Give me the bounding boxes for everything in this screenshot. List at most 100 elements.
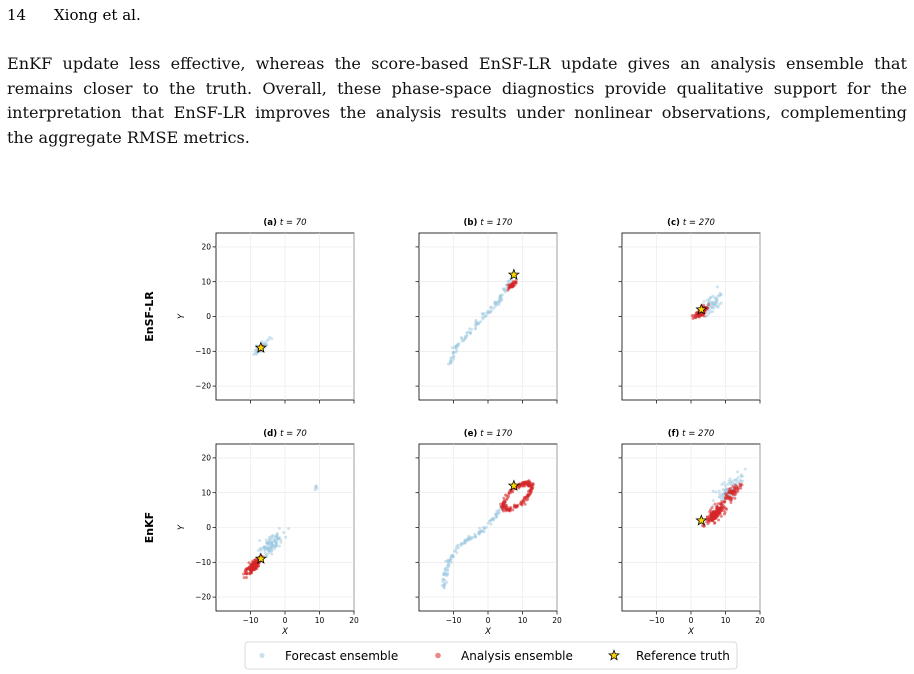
page-number: 14 xyxy=(7,6,27,24)
forecast-point xyxy=(454,350,458,354)
analysis-point xyxy=(521,483,525,487)
x-tick-label: 0 xyxy=(486,616,491,625)
panel-points xyxy=(690,285,723,321)
analysis-point xyxy=(740,483,744,487)
analysis-point xyxy=(243,569,247,573)
x-tick-label: 20 xyxy=(349,616,359,625)
forecast-point xyxy=(452,357,456,361)
forecast-point xyxy=(722,481,726,485)
forecast-point xyxy=(474,324,478,328)
analysis-point xyxy=(729,486,733,490)
x-tick-label: 0 xyxy=(689,616,694,625)
forecast-point xyxy=(740,474,744,478)
forecast-point xyxy=(260,340,264,344)
scatter-panel: −10 0 10 20 (f) t = 270 X xyxy=(618,429,765,637)
x-tick-label: 20 xyxy=(755,616,765,625)
forecast-point xyxy=(714,490,718,494)
forecast-point xyxy=(714,300,718,304)
analysis-point xyxy=(727,489,731,493)
forecast-point xyxy=(462,541,466,545)
forecast-point xyxy=(723,484,727,488)
x-axis-label: X xyxy=(281,627,288,637)
forecast-point xyxy=(723,488,727,492)
forecast-point xyxy=(720,482,724,486)
analysis-point xyxy=(513,281,517,285)
forecast-point xyxy=(711,302,715,306)
y-tick-label: 20 xyxy=(201,243,211,252)
running-head: 14 Xiong et al. xyxy=(7,6,141,24)
forecast-point xyxy=(273,537,277,541)
analysis-point xyxy=(694,311,698,315)
forecast-point xyxy=(263,548,267,552)
forecast-point xyxy=(727,479,731,483)
forecast-point xyxy=(287,527,291,531)
analysis-point xyxy=(721,509,725,513)
scatter-panel: 20 10 0 −10 −20 (a) t = 70 Y xyxy=(177,218,355,404)
forecast-point xyxy=(452,549,456,553)
analysis-point xyxy=(502,509,506,513)
reference-truth-star xyxy=(695,303,708,315)
analysis-point xyxy=(705,515,709,519)
analysis-point xyxy=(517,485,521,489)
analysis-point xyxy=(531,482,535,486)
forecast-point xyxy=(446,362,450,366)
analysis-point xyxy=(710,513,714,517)
x-tick-label: 10 xyxy=(315,616,325,625)
forecast-point xyxy=(479,320,483,324)
forecast-point xyxy=(446,559,450,563)
panel-points xyxy=(242,484,319,580)
forecast-point xyxy=(489,518,493,522)
panel-points xyxy=(446,268,520,366)
forecast-point xyxy=(488,309,492,313)
analysis-point xyxy=(707,518,711,522)
analysis-point xyxy=(503,500,507,504)
analysis-point xyxy=(710,506,714,510)
analysis-point xyxy=(506,283,510,287)
forecast-point xyxy=(449,356,453,360)
analysis-point xyxy=(507,492,511,496)
analysis-point xyxy=(509,285,513,289)
forecast-point xyxy=(443,582,447,586)
forecast-point xyxy=(279,540,283,544)
forecast-point xyxy=(445,580,449,584)
y-tick-label: −20 xyxy=(195,593,211,602)
forecast-point xyxy=(494,516,498,520)
analysis-point xyxy=(528,481,532,485)
analysis-point xyxy=(526,497,530,501)
analysis-point xyxy=(513,283,517,287)
analysis-point xyxy=(251,564,255,568)
analysis-point xyxy=(523,496,527,500)
analysis-point xyxy=(244,576,248,580)
analysis-point xyxy=(719,514,723,518)
forecast-point xyxy=(444,559,448,563)
forecast-point xyxy=(739,479,743,483)
reference-truth-star xyxy=(254,341,267,353)
forecast-point xyxy=(449,359,453,363)
forecast-point xyxy=(497,302,501,306)
forecast-point xyxy=(486,309,490,313)
forecast-point xyxy=(284,535,288,539)
analysis-point xyxy=(502,496,506,500)
forecast-point xyxy=(445,569,449,573)
forecast-point xyxy=(467,534,471,538)
forecast-point xyxy=(474,535,478,539)
analysis-point xyxy=(511,508,515,512)
forecast-point xyxy=(734,478,738,482)
legend-truth-star xyxy=(607,649,621,661)
panel-title: (b) t = 170 xyxy=(464,218,513,228)
x-tick-label: 0 xyxy=(283,616,288,625)
forecast-point xyxy=(715,285,719,289)
forecast-point xyxy=(711,489,715,493)
analysis-point xyxy=(507,286,511,290)
analysis-point xyxy=(527,479,531,483)
scatter-panel: (c) t = 270 xyxy=(618,218,761,404)
analysis-point xyxy=(242,572,246,576)
forecast-point xyxy=(468,327,472,331)
legend-truth-label: Reference truth xyxy=(636,649,730,663)
forecast-point xyxy=(264,541,268,545)
analysis-point xyxy=(709,517,713,521)
analysis-point xyxy=(729,496,733,500)
forecast-point xyxy=(455,551,459,555)
y-tick-label: 0 xyxy=(206,312,211,321)
analysis-point xyxy=(514,278,518,282)
